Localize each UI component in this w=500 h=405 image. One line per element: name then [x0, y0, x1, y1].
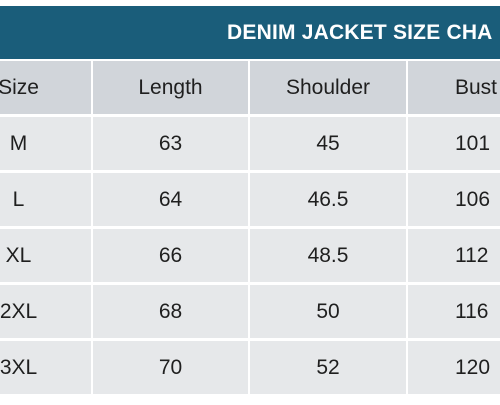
bust-cell: 101 [408, 117, 500, 170]
shoulder-cell: 46.5 [250, 173, 406, 226]
table-row: 3XL 70 52 120 [0, 341, 500, 394]
table-row: 2XL 68 50 116 [0, 285, 500, 338]
length-cell: 68 [93, 285, 248, 338]
shoulder-cell: 48.5 [250, 229, 406, 282]
size-cell: L [0, 173, 91, 226]
table-header-row: Size Length Shoulder Bust [0, 61, 500, 114]
header-length: Length [93, 61, 248, 114]
shoulder-cell: 50 [250, 285, 406, 338]
length-cell: 64 [93, 173, 248, 226]
size-cell: 2XL [0, 285, 91, 338]
shoulder-cell: 52 [250, 341, 406, 394]
table-row: M 63 45 101 [0, 117, 500, 170]
bust-cell: 112 [408, 229, 500, 282]
table-row: L 64 46.5 106 [0, 173, 500, 226]
shoulder-cell: 45 [250, 117, 406, 170]
header-bust: Bust [408, 61, 500, 114]
length-cell: 66 [93, 229, 248, 282]
bust-cell: 120 [408, 341, 500, 394]
length-cell: 63 [93, 117, 248, 170]
header-size: Size [0, 61, 91, 114]
chart-title: DENIM JACKET SIZE CHA [227, 21, 493, 44]
header-shoulder: Shoulder [250, 61, 406, 114]
size-cell: XL [0, 229, 91, 282]
bust-cell: 106 [408, 173, 500, 226]
table-row: XL 66 48.5 112 [0, 229, 500, 282]
bust-cell: 116 [408, 285, 500, 338]
size-cell: M [0, 117, 91, 170]
title-bar: DENIM JACKET SIZE CHA [0, 6, 500, 59]
size-cell: 3XL [0, 341, 91, 394]
length-cell: 70 [93, 341, 248, 394]
